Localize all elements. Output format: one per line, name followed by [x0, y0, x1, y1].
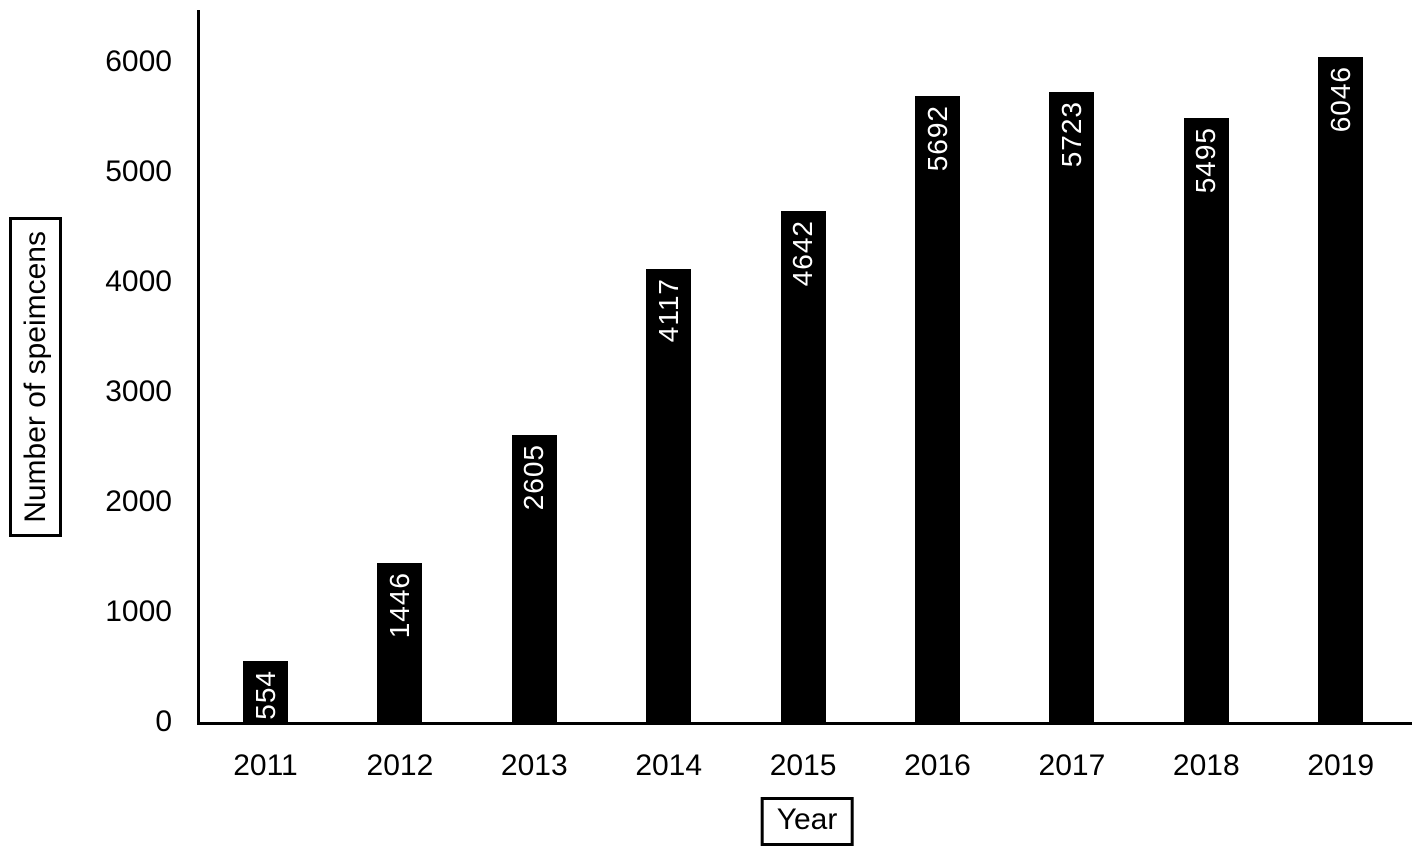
- bar: 1446: [377, 562, 423, 722]
- y-tick-label: 3000: [105, 375, 172, 408]
- bar: 5723: [1049, 92, 1095, 722]
- x-tick-label: 2014: [635, 749, 703, 782]
- bar: 4642: [780, 211, 826, 722]
- y-axis-title: Number of speimcens: [18, 231, 52, 523]
- x-tick-label: 2017: [1038, 749, 1106, 782]
- x-axis-title: Year: [776, 803, 838, 836]
- y-tick-label: 2000: [105, 485, 172, 518]
- bar-value-label: 4117: [652, 278, 684, 343]
- y-axis-line: [197, 10, 200, 725]
- x-tick-label: 2016: [904, 749, 971, 782]
- y-axis-title-box: Number of speimcens: [9, 217, 62, 537]
- bar: 2605: [511, 435, 557, 722]
- bar-value-label: 6046: [1324, 65, 1356, 133]
- x-axis-line: [197, 722, 1412, 725]
- y-tick-label: 4000: [105, 265, 172, 298]
- x-axis-title-box: Year: [760, 797, 854, 846]
- bar-value-label: 5723: [1055, 101, 1087, 168]
- bar-value-label: 2605: [518, 444, 550, 511]
- bar: 5692: [915, 95, 960, 722]
- bar: 5495: [1183, 117, 1229, 722]
- y-tick-label: 0: [155, 705, 172, 738]
- bar-value-label: 5692: [921, 104, 953, 172]
- bar: 4117: [646, 269, 692, 722]
- x-tick-label: 2012: [366, 749, 434, 782]
- x-tick-label: 2015: [769, 749, 837, 782]
- y-tick-label: 1000: [105, 595, 172, 628]
- x-tick-label: 2013: [500, 749, 568, 782]
- bar: 6046: [1318, 56, 1364, 722]
- bar-value-label: 1446: [383, 571, 415, 639]
- y-tick-label: 5000: [105, 155, 172, 188]
- bar: 554: [243, 661, 288, 722]
- y-tick-label: 6000: [105, 45, 172, 78]
- bar-value-label: 5495: [1190, 126, 1222, 193]
- x-tick-label: 2019: [1307, 749, 1375, 782]
- x-tick-label: 2011: [233, 749, 298, 782]
- bar-value-label: 4642: [787, 220, 819, 287]
- x-tick-label: 2018: [1172, 749, 1240, 782]
- bar-value-label: 554: [249, 670, 281, 720]
